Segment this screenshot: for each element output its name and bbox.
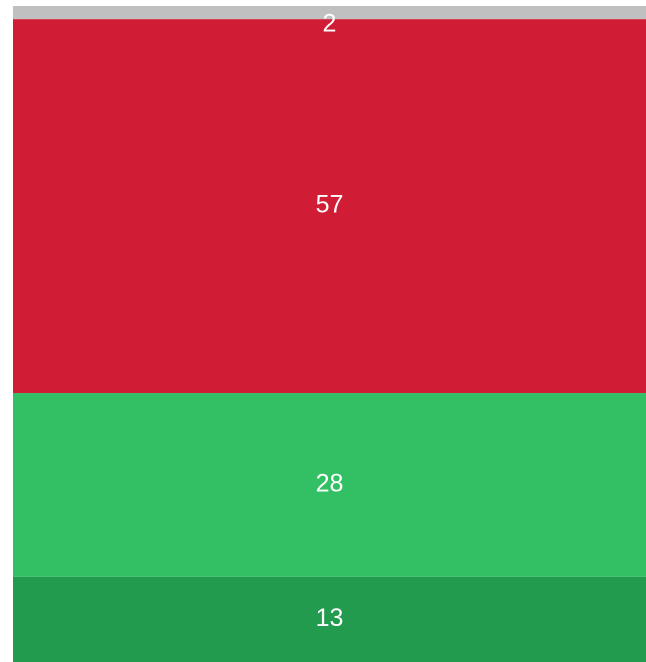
bar-segment	[13, 6, 646, 20]
bar-segment	[13, 393, 646, 577]
data-label: 2	[323, 10, 337, 38]
bar-segment	[13, 576, 646, 662]
data-label: 57	[316, 191, 344, 219]
data-label: 28	[316, 469, 344, 497]
data-label: 13	[316, 604, 344, 632]
bar-segment	[13, 19, 646, 394]
